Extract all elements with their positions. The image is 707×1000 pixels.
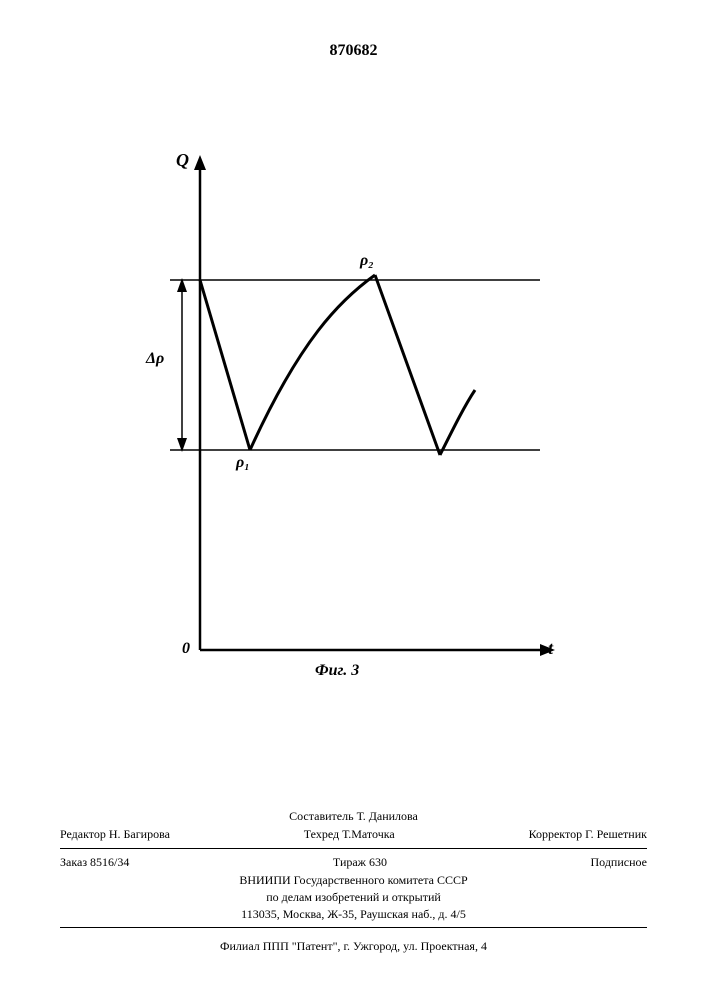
delta-label: Δρ xyxy=(146,350,164,368)
org-line-2: по делам изобретений и открытий xyxy=(60,889,647,906)
tirazh: Тираж 630 xyxy=(333,855,387,870)
figure-caption: Фиг. 3 xyxy=(315,662,359,680)
techred: Техред Т.Маточка xyxy=(304,827,395,842)
curve-segment-2 xyxy=(250,275,375,450)
compiler-line: Составитель Т. Данилова xyxy=(60,808,647,825)
p1-label: ρ₁ xyxy=(236,454,250,472)
divider-2 xyxy=(60,927,647,928)
y-axis-label: Q xyxy=(176,150,189,171)
org-line-1: ВНИИПИ Государственного комитета СССР xyxy=(60,872,647,889)
editor: Редактор Н. Багирова xyxy=(60,827,170,842)
order: Заказ 8516/34 xyxy=(60,855,129,870)
y-axis-arrow xyxy=(194,155,206,170)
corrector: Корректор Г. Решетник xyxy=(529,827,647,842)
curve-segment-4 xyxy=(440,390,475,455)
page: 870682 Q t 0 Δρ ρ₁ ρ₂ Фиг. 3 xyxy=(0,0,707,1000)
chart: Q t 0 Δρ ρ₁ ρ₂ Фиг. 3 xyxy=(140,150,560,680)
podpisnoe: Подписное xyxy=(591,855,648,870)
divider-1 xyxy=(60,848,647,849)
x-axis-label: t xyxy=(548,638,553,659)
order-row: Заказ 8516/34 Тираж 630 Подписное xyxy=(60,853,647,872)
credits-block: Составитель Т. Данилова Редактор Н. Баги… xyxy=(60,808,647,932)
address-line: 113035, Москва, Ж-35, Раушская наб., д. … xyxy=(60,906,647,923)
document-number: 870682 xyxy=(330,42,378,60)
origin-label: 0 xyxy=(182,640,190,658)
chart-svg xyxy=(140,150,560,680)
staff-row: Редактор Н. Багирова Техред Т.Маточка Ко… xyxy=(60,825,647,844)
curve-segment-3 xyxy=(375,275,440,455)
p2-label: ρ₂ xyxy=(360,252,374,270)
footer: Филиал ППП "Патент", г. Ужгород, ул. Про… xyxy=(60,939,647,954)
curve-segment-1 xyxy=(200,280,250,450)
